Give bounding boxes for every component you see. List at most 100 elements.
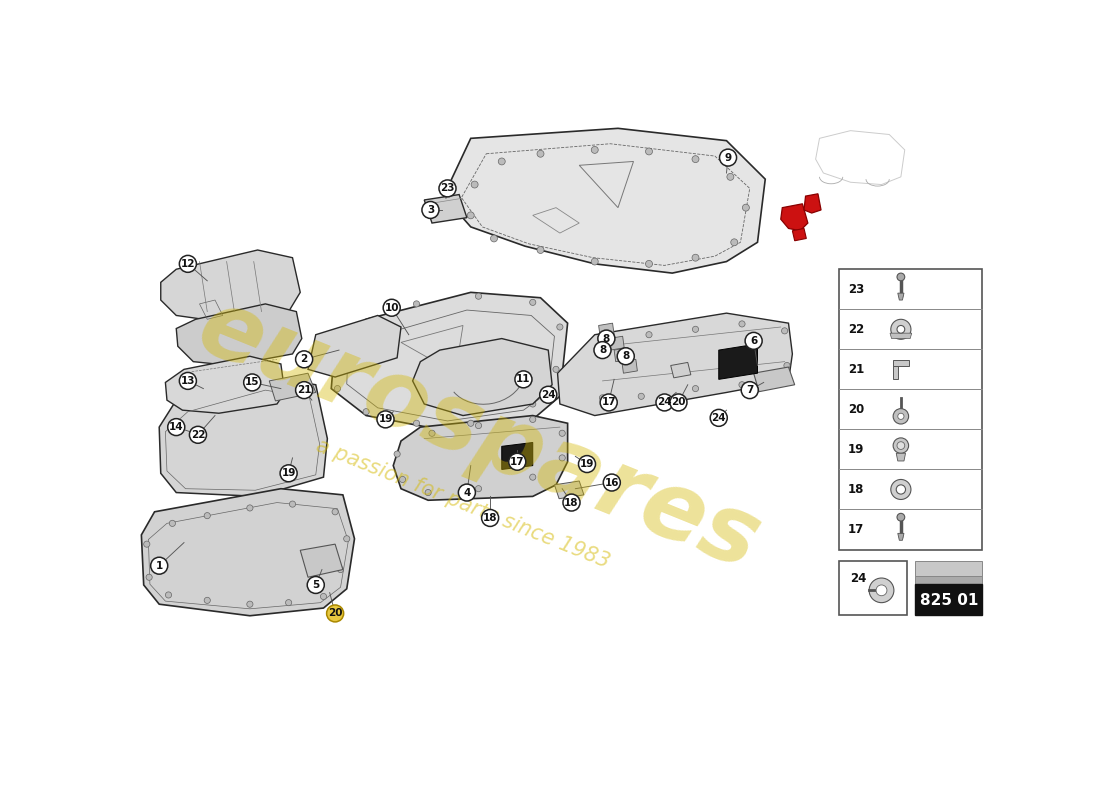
Polygon shape	[558, 313, 792, 415]
Circle shape	[471, 181, 478, 188]
Circle shape	[320, 594, 327, 599]
Circle shape	[739, 321, 745, 327]
Circle shape	[557, 324, 563, 330]
Circle shape	[377, 411, 394, 428]
Text: a passion for parts since 1983: a passion for parts since 1983	[314, 436, 613, 572]
Circle shape	[530, 401, 536, 407]
Text: 22: 22	[848, 323, 865, 336]
Text: 23: 23	[848, 282, 865, 296]
Circle shape	[286, 599, 292, 606]
Text: 6: 6	[750, 336, 757, 346]
Text: 22: 22	[190, 430, 206, 440]
Polygon shape	[176, 304, 301, 366]
Circle shape	[289, 501, 296, 507]
Bar	[915, 584, 982, 615]
Text: 10: 10	[385, 302, 399, 313]
Polygon shape	[425, 194, 466, 223]
Circle shape	[332, 509, 338, 515]
Circle shape	[741, 382, 758, 398]
Circle shape	[594, 342, 610, 358]
Circle shape	[179, 255, 197, 272]
Polygon shape	[614, 348, 629, 362]
Circle shape	[414, 301, 419, 307]
Polygon shape	[718, 344, 758, 379]
Circle shape	[459, 484, 475, 501]
Circle shape	[891, 319, 911, 339]
Text: 14: 14	[169, 422, 184, 432]
Circle shape	[205, 598, 210, 603]
Circle shape	[144, 541, 150, 547]
Circle shape	[727, 174, 734, 180]
FancyBboxPatch shape	[839, 561, 908, 615]
Circle shape	[244, 374, 261, 391]
Text: 5: 5	[312, 580, 319, 590]
Text: 17: 17	[510, 457, 525, 466]
Circle shape	[468, 420, 474, 426]
Polygon shape	[331, 292, 568, 431]
Text: 15: 15	[245, 378, 260, 387]
FancyBboxPatch shape	[839, 270, 982, 550]
Circle shape	[896, 326, 904, 333]
Circle shape	[540, 386, 557, 403]
Polygon shape	[502, 442, 532, 470]
Circle shape	[711, 410, 727, 426]
Circle shape	[896, 514, 904, 521]
Circle shape	[296, 351, 312, 368]
Polygon shape	[598, 323, 614, 337]
Circle shape	[876, 585, 887, 596]
Polygon shape	[915, 577, 982, 584]
Circle shape	[563, 494, 580, 511]
Polygon shape	[270, 373, 316, 401]
Circle shape	[146, 574, 152, 580]
Polygon shape	[896, 454, 905, 461]
Circle shape	[600, 339, 606, 346]
Circle shape	[598, 330, 615, 347]
Polygon shape	[754, 367, 794, 392]
Circle shape	[719, 149, 737, 166]
Circle shape	[205, 513, 210, 518]
Circle shape	[692, 254, 698, 261]
Circle shape	[367, 320, 373, 326]
Circle shape	[600, 394, 606, 401]
Polygon shape	[890, 333, 912, 338]
Circle shape	[280, 465, 297, 482]
Polygon shape	[893, 366, 898, 378]
Circle shape	[307, 577, 324, 594]
Circle shape	[579, 455, 595, 473]
Circle shape	[537, 246, 544, 254]
Circle shape	[425, 490, 431, 496]
Circle shape	[617, 348, 635, 365]
Circle shape	[896, 485, 905, 494]
Circle shape	[592, 146, 598, 154]
Circle shape	[394, 451, 400, 457]
Polygon shape	[893, 360, 909, 366]
Text: 23: 23	[440, 183, 454, 194]
Circle shape	[439, 180, 456, 197]
Text: 8: 8	[623, 351, 629, 362]
Circle shape	[646, 332, 652, 338]
Polygon shape	[781, 204, 807, 230]
Circle shape	[246, 601, 253, 607]
Circle shape	[383, 299, 400, 316]
Text: 17: 17	[602, 398, 616, 407]
Circle shape	[491, 235, 497, 242]
Circle shape	[336, 351, 342, 357]
Circle shape	[151, 558, 167, 574]
Circle shape	[692, 156, 698, 162]
Circle shape	[343, 536, 350, 542]
Circle shape	[739, 382, 745, 388]
Text: 19: 19	[378, 414, 393, 424]
Circle shape	[784, 362, 790, 369]
Polygon shape	[165, 356, 285, 414]
Polygon shape	[804, 194, 821, 213]
Circle shape	[167, 418, 185, 435]
Circle shape	[537, 150, 544, 158]
Circle shape	[179, 373, 197, 390]
Circle shape	[475, 486, 482, 492]
Circle shape	[896, 273, 904, 281]
Polygon shape	[300, 544, 343, 578]
Circle shape	[530, 299, 536, 306]
Circle shape	[429, 430, 436, 436]
Text: 18: 18	[483, 513, 497, 523]
Circle shape	[670, 394, 688, 411]
